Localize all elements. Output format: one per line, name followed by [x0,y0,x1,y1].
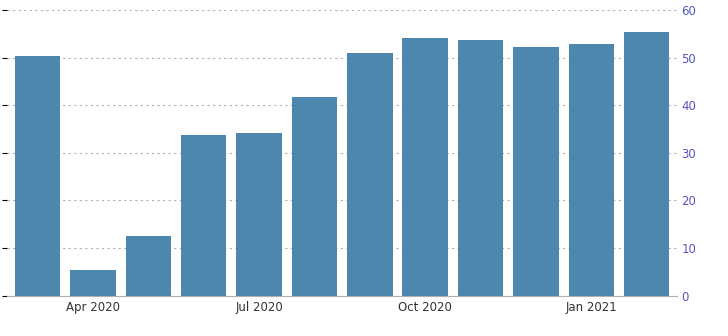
Bar [292,97,337,296]
Bar [347,53,392,296]
Bar [624,33,669,296]
Bar [237,133,282,296]
Bar [126,236,171,296]
Bar [71,270,116,296]
Bar [403,38,448,296]
Bar [458,40,503,296]
Bar [569,44,614,296]
Bar [181,135,226,296]
Bar [15,56,60,296]
Bar [513,47,558,296]
